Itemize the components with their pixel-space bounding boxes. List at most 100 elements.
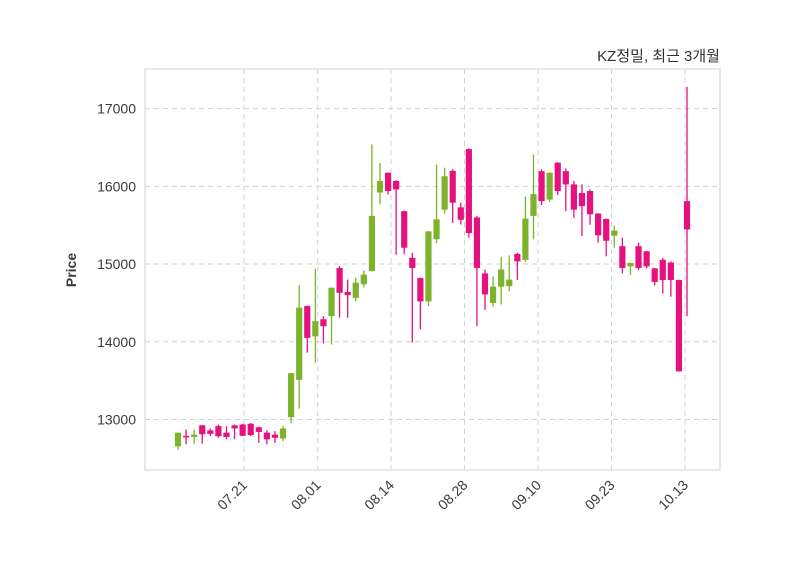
candle-up: [296, 285, 303, 409]
candle-up: [279, 426, 287, 442]
candle-up: [312, 268, 319, 363]
candle-body: [465, 149, 472, 233]
candle-down: [667, 261, 674, 297]
x-tick-label: 07.21: [214, 477, 250, 513]
candle-down: [514, 252, 521, 280]
x-tick-label: 10.13: [655, 477, 691, 513]
x-tick-label: 09.23: [582, 477, 618, 513]
candle-body: [393, 180, 400, 190]
candle-body: [489, 286, 497, 303]
candle-down: [304, 305, 311, 353]
candle-down: [659, 257, 666, 294]
candle-body: [336, 267, 343, 293]
candle-up: [498, 257, 505, 305]
candle-body: [320, 319, 327, 327]
candle-down: [554, 162, 561, 195]
candle-body: [651, 268, 658, 282]
candle-body: [683, 201, 691, 230]
candle-down: [675, 279, 683, 372]
candle-body: [255, 427, 262, 432]
candle-up: [522, 196, 529, 262]
y-tick-label: 14000: [97, 334, 136, 350]
candle-up: [530, 154, 537, 240]
candle-down: [384, 172, 392, 195]
candle-body: [174, 432, 182, 447]
grid-lines: [145, 69, 720, 470]
candle-down: [239, 423, 246, 437]
candle-body: [279, 428, 287, 439]
candle-down: [457, 202, 464, 225]
candle-down: [199, 424, 206, 444]
candle-body: [182, 435, 190, 438]
candle-body: [296, 307, 303, 380]
candle-up: [506, 255, 513, 292]
candle-down: [578, 184, 586, 237]
candle-up: [360, 270, 367, 288]
candle-up: [174, 432, 182, 450]
candle-up: [611, 225, 618, 248]
x-tick-label: 08.28: [435, 477, 471, 513]
candle-body: [409, 257, 416, 268]
candle-down: [215, 424, 222, 438]
candle-down: [635, 242, 642, 271]
candle-body: [603, 218, 610, 241]
candle-down: [393, 180, 400, 255]
candle-body: [514, 253, 521, 262]
candle-up: [288, 372, 295, 424]
y-tick-label: 15000: [97, 256, 136, 272]
candle-down: [570, 180, 577, 218]
candle-body: [530, 194, 537, 216]
candle-body: [441, 176, 448, 210]
candle-down: [473, 215, 481, 327]
candle-body: [425, 231, 432, 302]
candle-body: [360, 274, 367, 285]
candle-down: [538, 169, 545, 205]
candle-body: [611, 230, 618, 236]
y-axis-labels: 13000 14000 15000 16000 17000: [97, 101, 136, 428]
candle-body: [627, 262, 634, 267]
candle-down: [595, 213, 602, 243]
x-tick-label: 08.14: [361, 477, 397, 513]
candle-body: [473, 217, 481, 268]
candle-down: [336, 266, 343, 318]
candle-body: [215, 426, 222, 437]
candle-body: [506, 279, 513, 287]
candle-up: [441, 167, 448, 214]
y-tick-label: 16000: [97, 178, 136, 194]
candle-body: [433, 219, 440, 240]
candle-body: [199, 425, 206, 435]
candle-body: [417, 278, 424, 302]
candle-up: [352, 277, 359, 302]
candles-layer: [174, 86, 691, 450]
candle-down: [586, 189, 594, 225]
candle-body: [562, 171, 569, 185]
candle-down: [683, 86, 691, 317]
candle-down: [603, 218, 610, 257]
candle-up: [376, 163, 384, 205]
candle-up: [627, 262, 634, 275]
candle-up: [191, 429, 198, 444]
candle-body: [271, 434, 279, 438]
candle-down: [465, 148, 472, 238]
candle-body: [522, 218, 529, 260]
candle-body: [247, 423, 254, 436]
candle-body: [619, 246, 626, 268]
candle-down: [449, 169, 456, 223]
candle-down: [417, 277, 424, 330]
candle-down: [271, 431, 279, 443]
candle-down: [255, 426, 262, 443]
candle-body: [312, 321, 319, 337]
candle-body: [457, 207, 464, 220]
candle-down: [643, 250, 650, 269]
candle-body: [239, 424, 246, 436]
candle-body: [449, 170, 456, 203]
candle-body: [304, 306, 311, 338]
candle-down: [619, 237, 626, 274]
candle-down: [344, 279, 351, 318]
candle-body: [554, 162, 561, 192]
candle-down: [247, 422, 254, 437]
price-axis-label: Price: [63, 253, 79, 287]
candle-body: [207, 430, 214, 434]
candle-body: [570, 184, 577, 210]
